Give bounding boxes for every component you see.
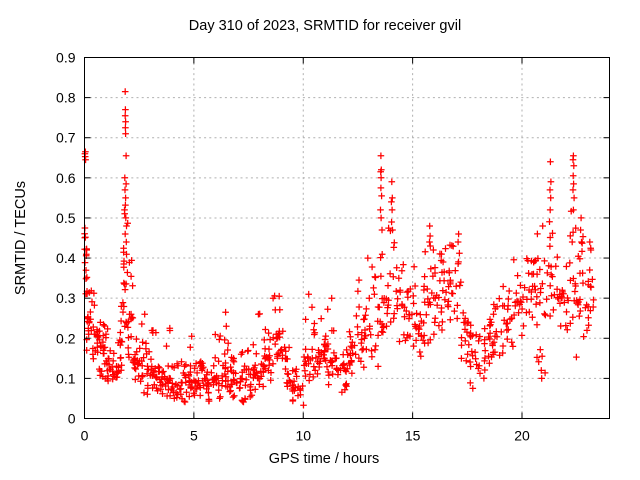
x-tick-label: 15 xyxy=(405,428,421,444)
y-tick-label: 0.8 xyxy=(56,90,76,106)
y-tick-label: 0.1 xyxy=(56,370,76,386)
chart-title: Day 310 of 2023, SRMTID for receiver gvi… xyxy=(188,18,462,34)
x-tick-label: 5 xyxy=(190,428,198,444)
x-tick-label: 0 xyxy=(81,428,89,444)
x-tick-label: 20 xyxy=(514,428,530,444)
y-tick-label: 0.9 xyxy=(56,50,76,66)
x-axis-label: GPS time / hours xyxy=(268,451,380,467)
y-tick-label: 0.2 xyxy=(56,330,76,346)
y-tick-label: 0.6 xyxy=(56,170,76,186)
tick-labels: 0 5 10 15 20 0 0.1 0.2 0.3 0.4 0.5 0.6 0.7 0.8 0.9 xyxy=(56,50,530,444)
series-srmtid-points xyxy=(81,88,597,409)
x-tick-label: 10 xyxy=(295,428,311,444)
y-tick-label: 0.7 xyxy=(56,130,76,146)
plot-border xyxy=(84,57,610,419)
y-tick-label: 0.4 xyxy=(56,250,76,266)
scatter-points xyxy=(81,88,597,409)
y-tick-label: 0.5 xyxy=(56,210,76,226)
y-tick-label: 0 xyxy=(68,411,76,427)
y-tick-label: 0.3 xyxy=(56,290,76,306)
plot-frame xyxy=(84,57,610,419)
